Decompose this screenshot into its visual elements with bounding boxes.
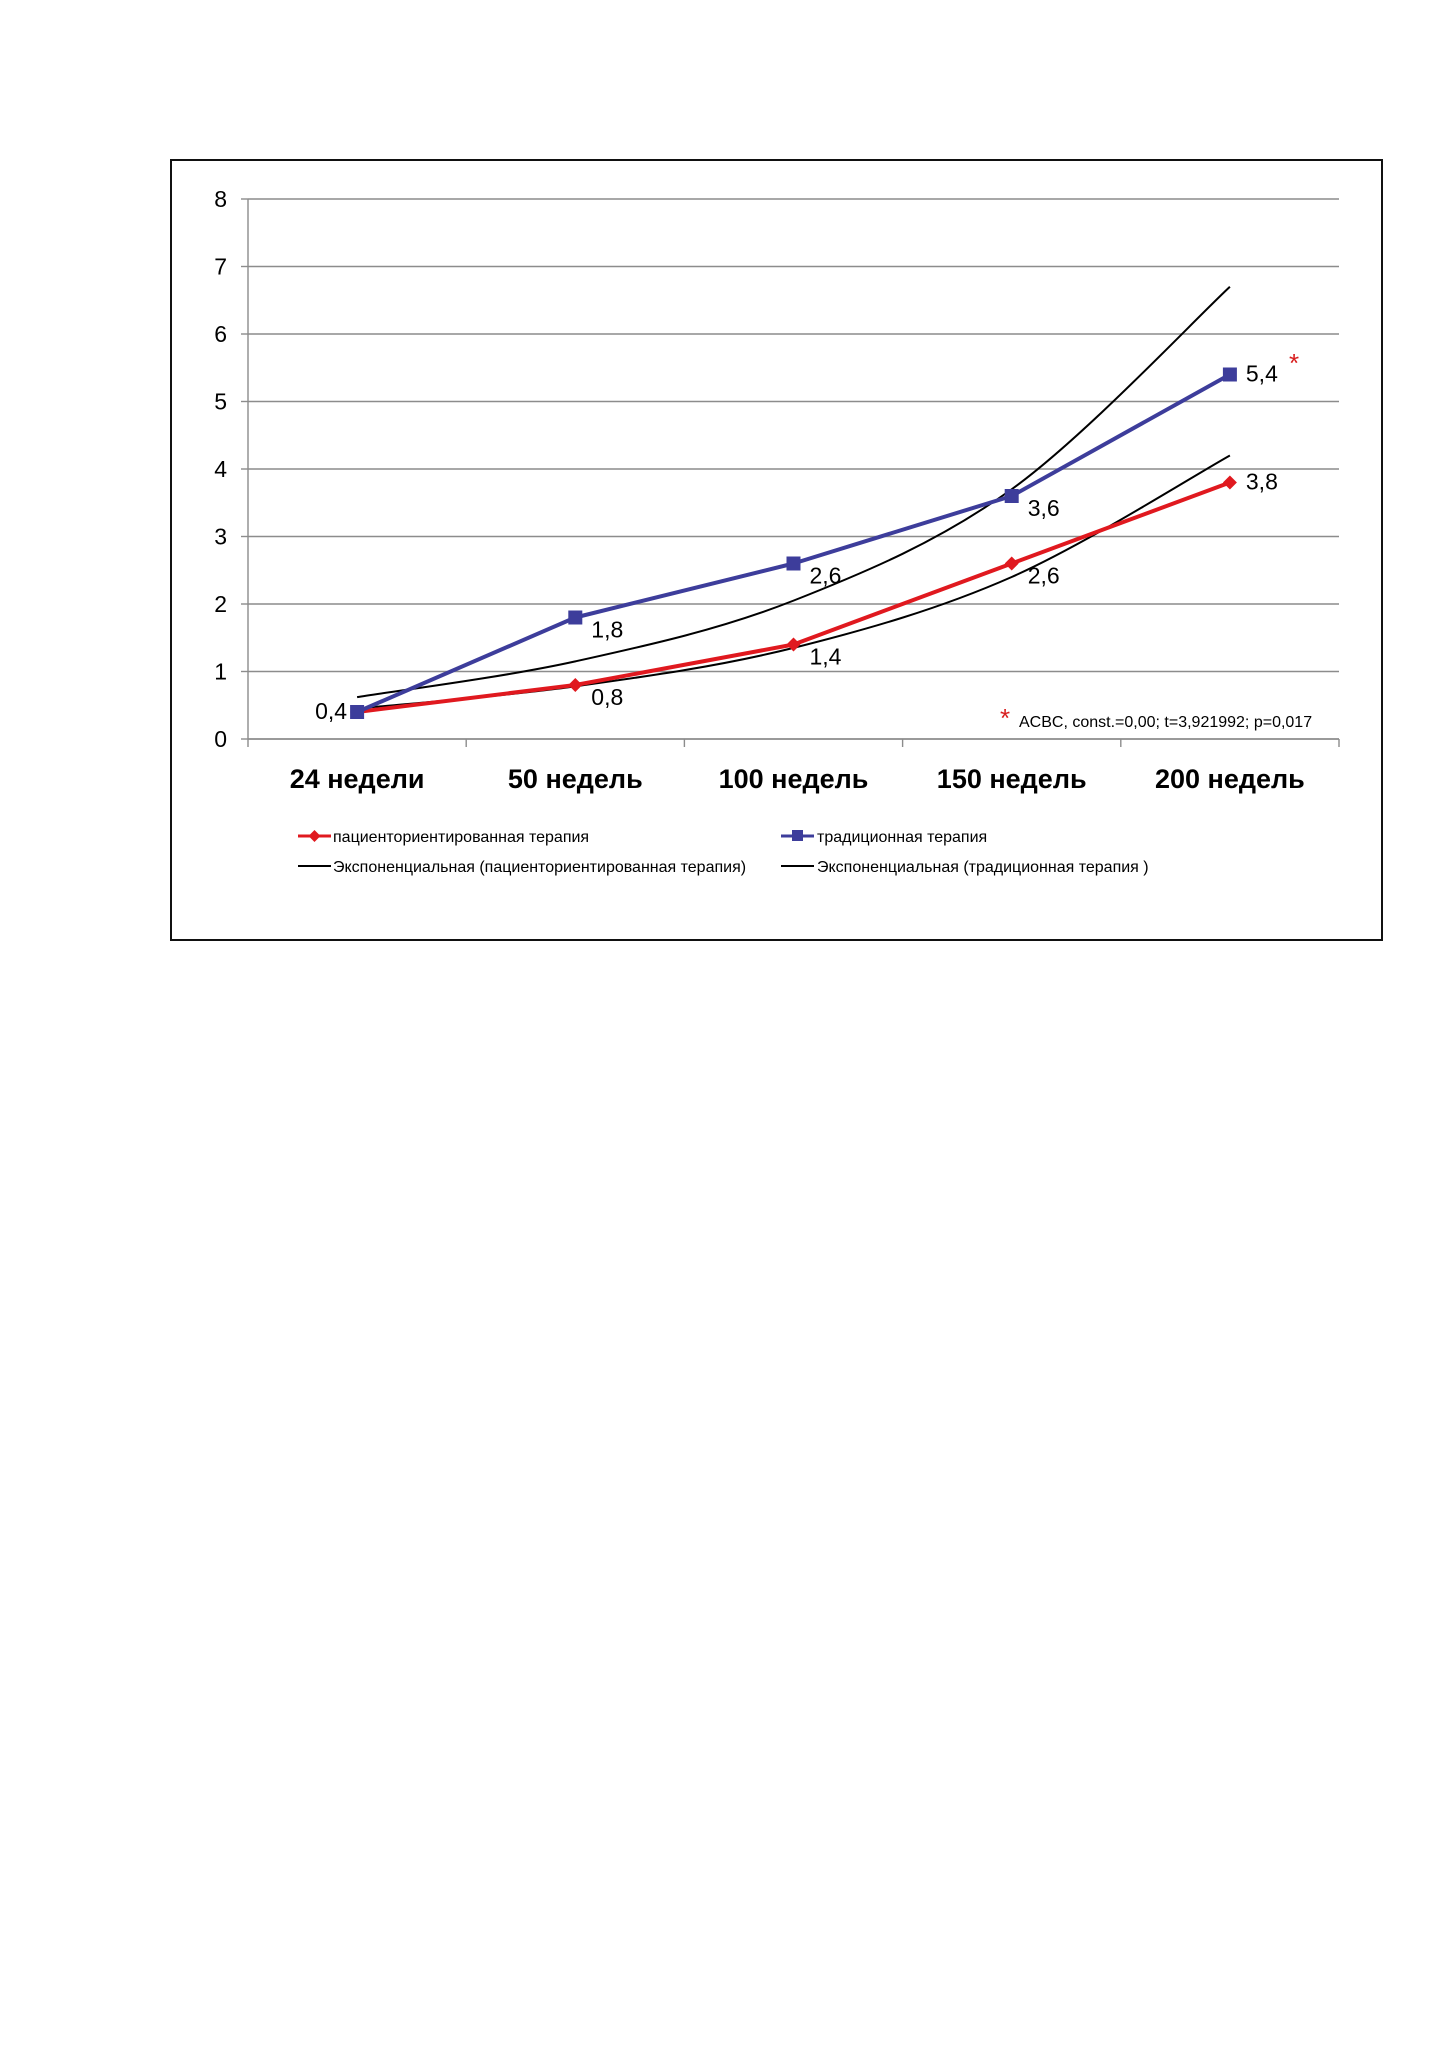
data-label-series-1-5: 3,8: [1246, 469, 1278, 495]
legend-label-series-2: традиционная терапия: [817, 829, 987, 846]
x-tick-label-5: 200 недель: [1155, 764, 1305, 794]
data-label-series-2-4: 3,6: [1028, 495, 1060, 521]
y-tick-label-1: 1: [214, 659, 227, 685]
data-label-series-1-3: 1,4: [810, 644, 842, 670]
data-label-series-1-2: 0,8: [591, 684, 623, 710]
data-label-layer: 0,8 1,4 2,6 3,8 0,4 1,8 2,6 3,6 5,4: [315, 361, 1278, 725]
trendline-2: [356, 286, 1231, 699]
y-tick-label-5: 5: [214, 389, 227, 415]
axis-layer: 0 1 2 3 4 5 6 7 8 24 недели 50 недель 100 недель 150…: [214, 186, 1340, 794]
y-tick-label-0: 0: [214, 726, 227, 752]
grid-layer: [248, 198, 1339, 740]
annotation-layer: * ACBC, const.=0,00; t=3,921992; p=0,017…: [1000, 348, 1312, 733]
series-2-point-2: [568, 610, 583, 625]
y-tick-label-2: 2: [214, 591, 227, 617]
trendline-1: [356, 454, 1231, 710]
legend-marker-series-1: [308, 830, 321, 842]
x-tick-label-3: 100 недель: [719, 764, 869, 794]
legend-label-trend-2: Экспоненциальная (традиционная терапия ): [817, 859, 1149, 876]
legend-label-trend-1: Экспоненциальная (пациенториентированная…: [333, 859, 746, 876]
legend-marker-series-2: [792, 830, 803, 841]
series-1-point-3: [786, 637, 801, 652]
data-label-series-2-2: 1,8: [591, 617, 623, 643]
x-tick-label-2: 50 недель: [508, 764, 643, 794]
x-tick-label-1: 24 недели: [290, 764, 425, 794]
data-label-series-2-5: 5,4: [1246, 361, 1278, 387]
series-line-2: [356, 372, 1231, 714]
series-1-point-4: [1004, 556, 1019, 571]
series-layer: [350, 367, 1237, 719]
data-label-series-1-4: 2,6: [1028, 563, 1060, 589]
x-tick-label-4: 150 недель: [937, 764, 1087, 794]
chart-frame: [170, 159, 1383, 941]
y-tick-label-6: 6: [214, 321, 227, 347]
series-1-point-2: [568, 678, 583, 692]
y-tick-label-4: 4: [214, 456, 227, 482]
data-label-series-2-3: 2,6: [810, 563, 842, 589]
series-2-point-4: [1004, 489, 1019, 503]
legend-label-series-1: пациенториентированная терапия: [333, 829, 589, 846]
data-label-series-2-1: 0,4: [315, 698, 347, 724]
y-tick-label-3: 3: [214, 524, 227, 550]
annotation-star: *: [1000, 703, 1010, 733]
series-2-point-5: [1222, 367, 1237, 382]
legend: пациенториентированная терапия традицион…: [298, 829, 1149, 876]
annotation-text: ACBC, const.=0,00; t=3,921992; p=0,017: [1019, 714, 1312, 731]
series-2-point-3: [786, 556, 801, 571]
series-1-point-5: [1222, 475, 1237, 490]
series-2-point-1: [350, 705, 365, 719]
significance-star: *: [1289, 348, 1299, 378]
y-tick-label-8: 8: [214, 186, 227, 212]
y-tick-label-7: 7: [214, 254, 227, 280]
